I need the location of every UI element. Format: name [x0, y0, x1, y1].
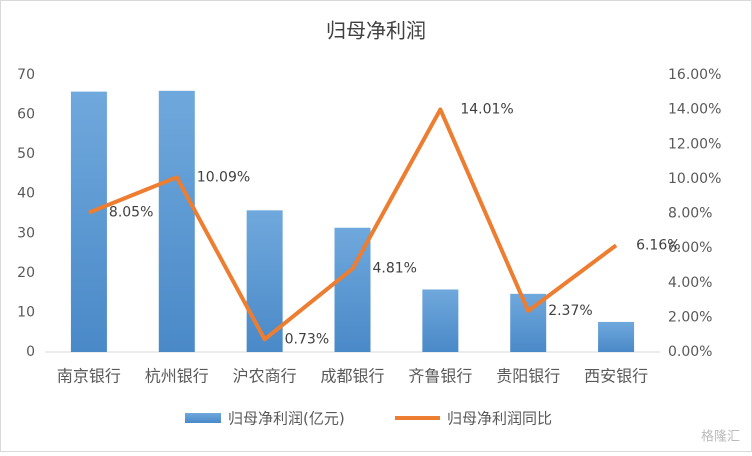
y2-tick-label: 4.00% — [668, 275, 712, 291]
legend-label: 归母净利润(亿元) — [228, 410, 345, 428]
data-label: 0.73% — [285, 331, 329, 347]
legend-swatch — [185, 413, 221, 423]
y2-tick-label: 10.00% — [668, 171, 721, 187]
bar — [422, 289, 459, 352]
legend-label: 归母净利润同比 — [447, 410, 552, 428]
y-tick-label: 50 — [17, 146, 35, 162]
x-tick-label: 杭州银行 — [145, 367, 209, 386]
y-tick-label: 20 — [17, 265, 35, 281]
data-label: 14.01% — [460, 101, 513, 117]
data-label: 2.37% — [548, 303, 592, 319]
y2-tick-label: 2.00% — [668, 309, 712, 325]
x-tick-label: 成都银行 — [320, 367, 384, 386]
bar — [598, 321, 635, 352]
y2-tick-label: 0.00% — [668, 344, 712, 360]
y2-tick-label: 16.00% — [668, 67, 721, 83]
y2-tick-label: 12.00% — [668, 136, 721, 152]
bar — [158, 90, 195, 352]
bar — [70, 91, 107, 353]
y2-tick-label: 8.00% — [668, 206, 712, 222]
chart-title: 归母净利润 — [326, 19, 426, 43]
data-label: 6.16% — [636, 237, 680, 253]
x-tick-label: 沪农商行 — [233, 367, 297, 386]
y2-tick-label: 6.00% — [668, 240, 712, 256]
watermark: 格隆汇 — [701, 429, 740, 445]
y-tick-label: 40 — [17, 186, 35, 202]
data-label: 10.09% — [197, 169, 250, 185]
y-tick-label: 30 — [17, 225, 35, 241]
x-tick-label: 齐鲁银行 — [408, 367, 472, 386]
data-label: 8.05% — [109, 205, 153, 221]
y-tick-label: 10 — [17, 304, 35, 320]
y-tick-label: 0 — [26, 344, 35, 360]
y-tick-label: 60 — [17, 107, 35, 123]
x-tick-label: 贵阳银行 — [496, 367, 560, 386]
line — [88, 107, 618, 342]
y2-tick-label: 14.00% — [668, 102, 721, 118]
y-tick-label: 70 — [17, 67, 35, 83]
data-label: 4.81% — [373, 261, 417, 277]
x-tick-label: 西安银行 — [584, 367, 648, 386]
x-tick-label: 南京银行 — [57, 367, 121, 386]
